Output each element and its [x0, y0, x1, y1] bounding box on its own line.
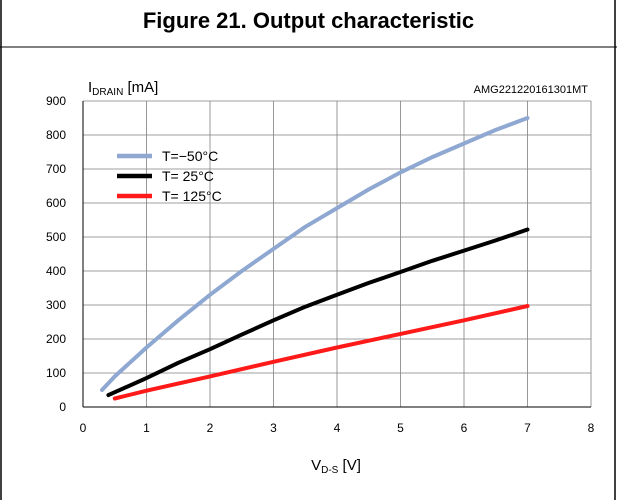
x-axis-label: VD-S [V] [311, 457, 361, 476]
y-tick-label: 200 [46, 332, 66, 346]
axes: 0 100 200 300 400 500 600 700 800 900 0 1 2 3 4 5 6 7 8 [46, 94, 595, 435]
x-axis-label-sub: D-S [321, 465, 339, 476]
y-tick-label: 300 [46, 298, 66, 312]
legend-label-1: T=−50°C [162, 148, 218, 164]
y-tick-label: 600 [46, 196, 66, 210]
y-axis-label: IDRAIN [mA] [88, 79, 158, 98]
y-tick-label: 900 [46, 94, 66, 108]
y-tick-label: 400 [46, 264, 66, 278]
x-tick-label: 5 [397, 421, 404, 435]
x-axis-label-unit: [V] [338, 457, 361, 474]
x-tick-label: 0 [80, 421, 87, 435]
y-tick-label: 100 [46, 366, 66, 380]
figure-code: AMG221220161301MT [474, 84, 589, 96]
x-tick-label: 1 [143, 421, 150, 435]
series-line-3 [112, 304, 530, 401]
figure-title-bar: Figure 21. Output characteristic [0, 0, 617, 47]
legend: T=−50°C T= 25°C T= 125°C [117, 148, 222, 204]
series-lines [100, 116, 530, 401]
x-tick-label: 8 [588, 421, 595, 435]
legend-label-3: T= 125°C [162, 188, 222, 204]
y-tick-label: 700 [46, 162, 66, 176]
y-tick-label: 500 [46, 230, 66, 244]
y-axis-label-main: I [88, 79, 92, 96]
series-line-2 [106, 227, 530, 398]
y-tick-label: 800 [46, 128, 66, 142]
legend-label-2: T= 25°C [162, 168, 214, 184]
y-axis-label-unit: [mA] [123, 79, 158, 96]
x-tick-label: 3 [270, 421, 277, 435]
x-tick-label: 6 [461, 421, 468, 435]
grid [83, 100, 592, 407]
y-axis-label-sub: DRAIN [92, 87, 123, 98]
x-axis-label-main: V [311, 457, 321, 474]
x-tick-label: 4 [334, 421, 341, 435]
x-tick-label: 7 [524, 421, 531, 435]
y-tick-label: 0 [59, 400, 66, 414]
figure-title: Figure 21. Output characteristic [142, 8, 475, 33]
series-line-1 [100, 116, 530, 392]
x-tick-label: 2 [207, 421, 214, 435]
